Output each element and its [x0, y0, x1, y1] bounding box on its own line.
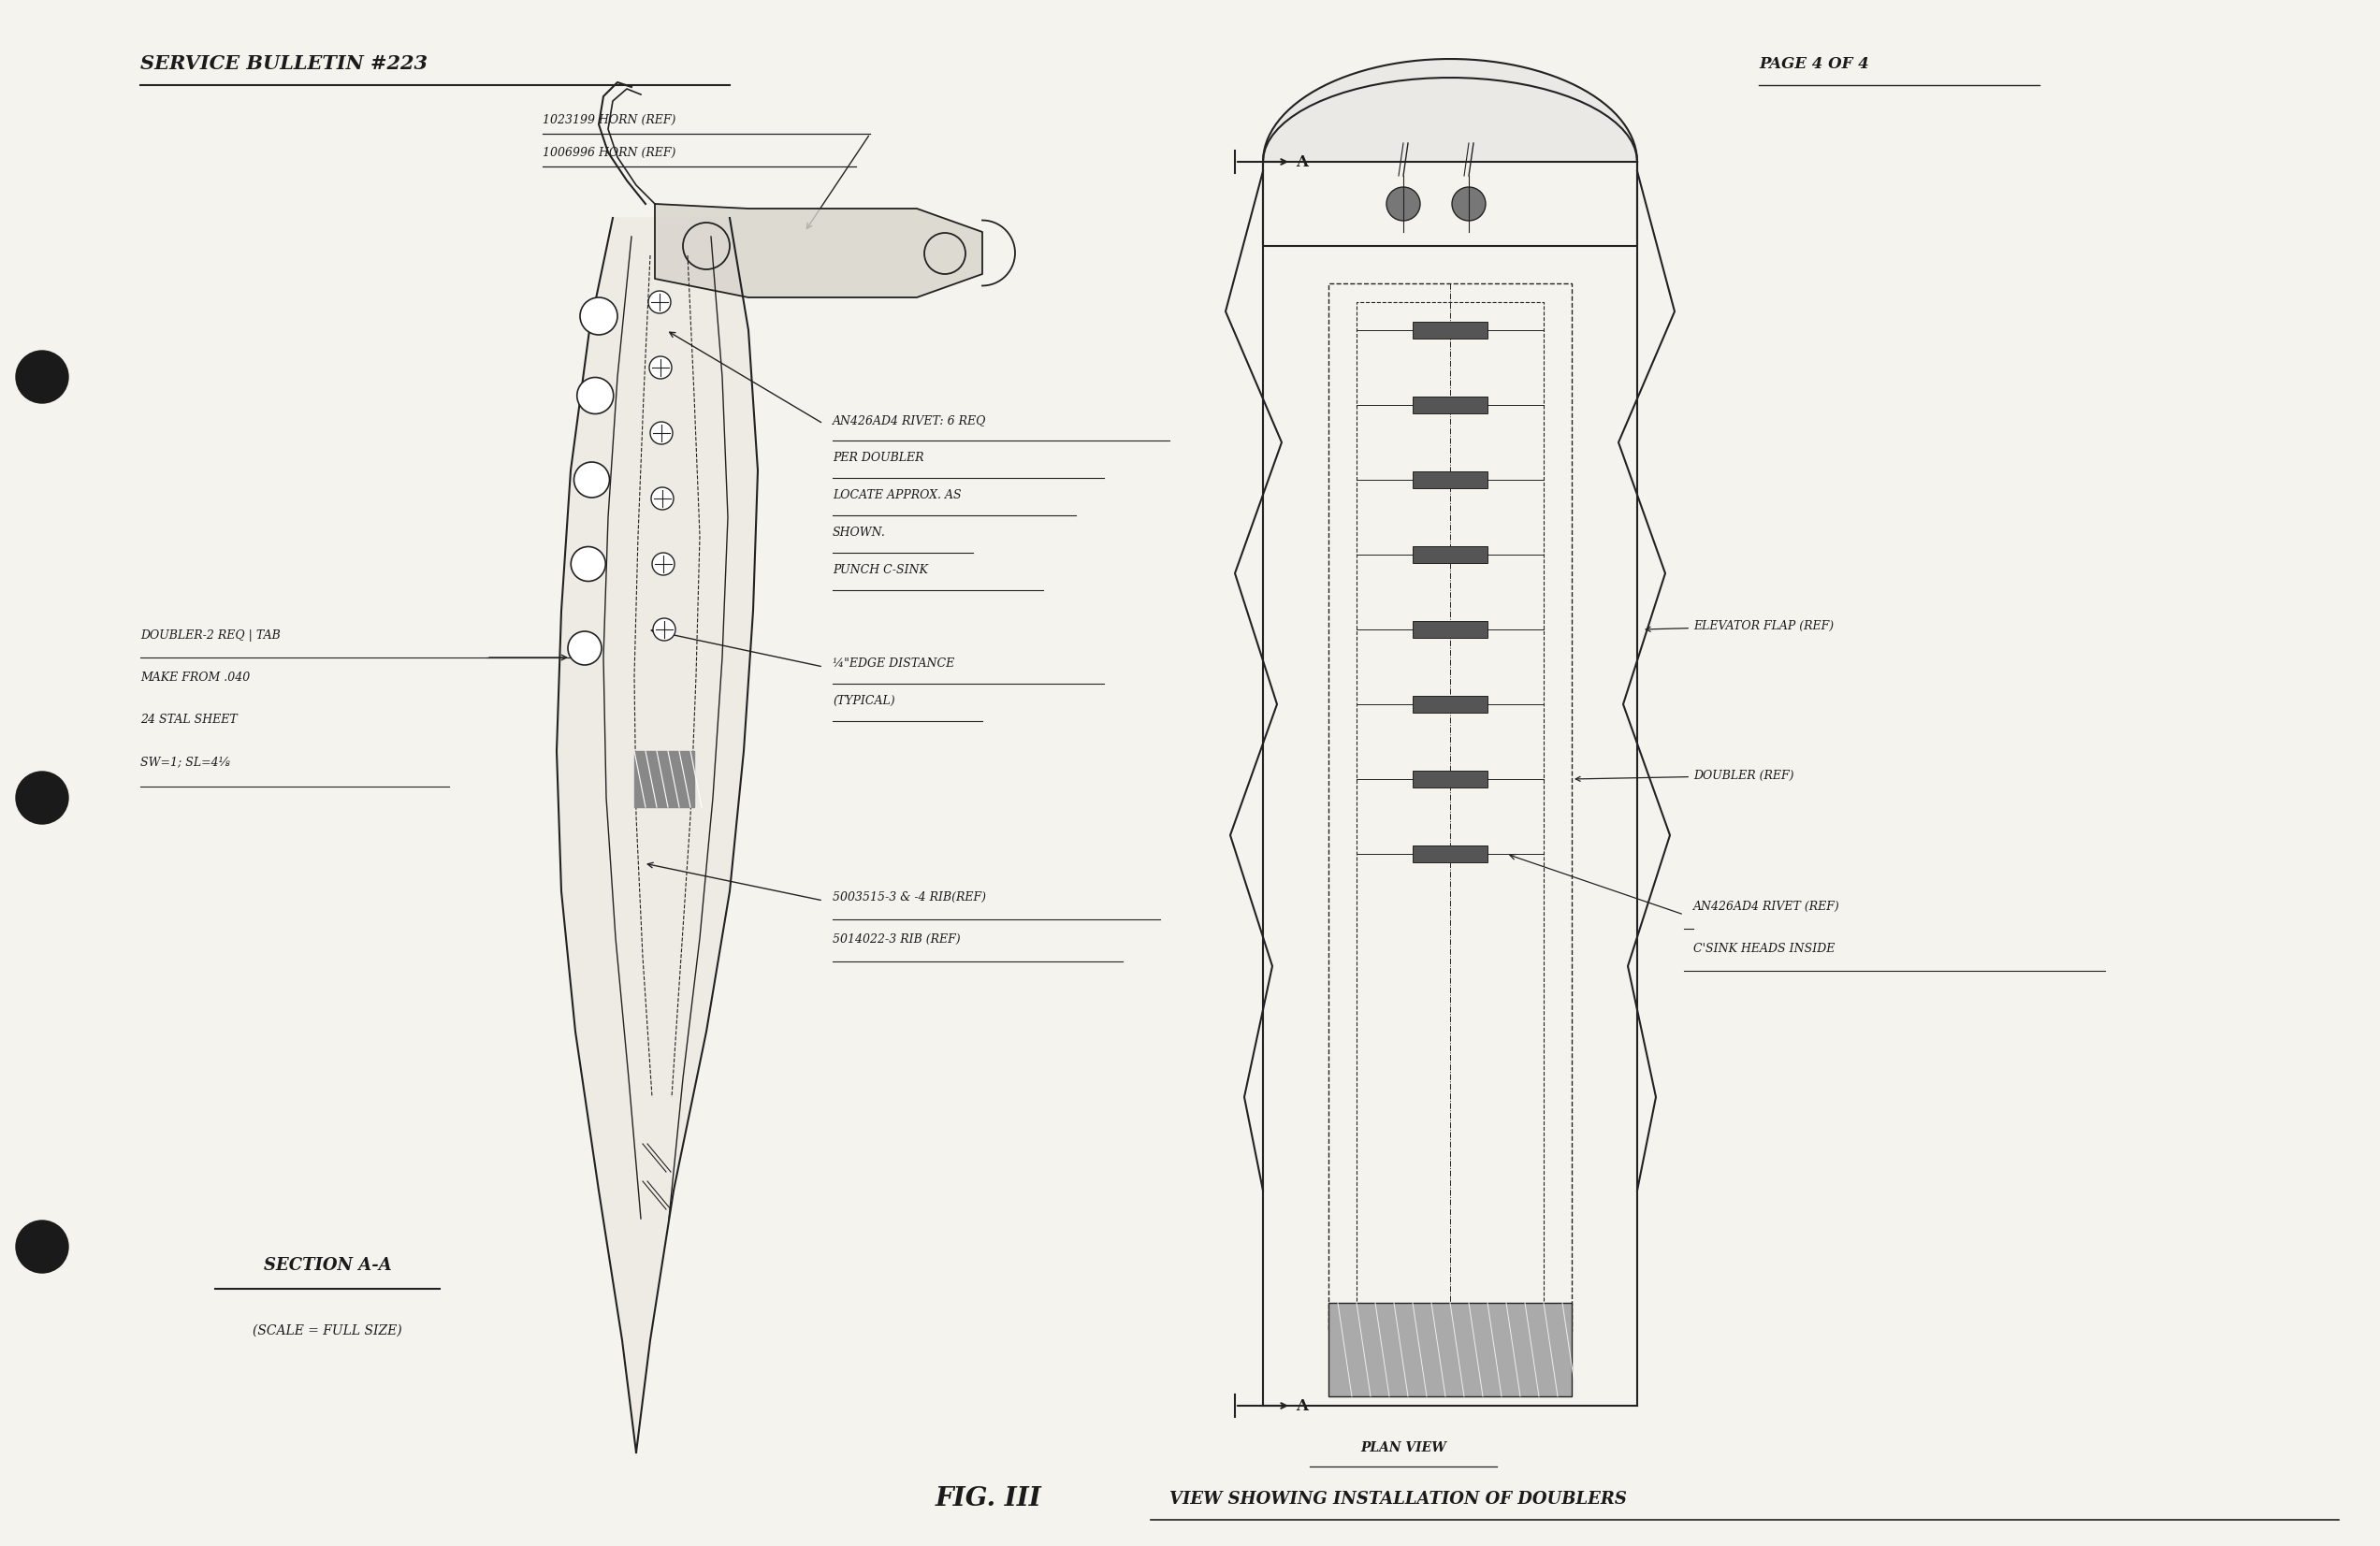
Bar: [1414, 770, 1488, 787]
Text: SECTION A-A: SECTION A-A: [264, 1257, 390, 1274]
Text: 1006996 HORN (REF): 1006996 HORN (REF): [543, 147, 676, 159]
Circle shape: [647, 291, 671, 314]
Text: SERVICE BULLETIN #223: SERVICE BULLETIN #223: [140, 54, 428, 73]
Text: SHOWN.: SHOWN.: [833, 527, 885, 538]
Text: 5014022-3 RIB (REF): 5014022-3 RIB (REF): [833, 934, 962, 946]
Text: DOUBLER-2 REQ | TAB: DOUBLER-2 REQ | TAB: [140, 629, 281, 642]
Bar: [1328, 1303, 1571, 1396]
Text: C'SINK HEADS INSIDE: C'SINK HEADS INSIDE: [1692, 943, 1835, 955]
Text: SW=1; SL=4⅛: SW=1; SL=4⅛: [140, 756, 231, 768]
Bar: [1414, 322, 1488, 339]
Circle shape: [1452, 187, 1485, 221]
Circle shape: [581, 297, 616, 335]
Text: 1023199 HORN (REF): 1023199 HORN (REF): [543, 114, 676, 125]
Text: LOCATE APPROX. AS: LOCATE APPROX. AS: [833, 489, 962, 501]
Text: AN426AD4 RIVET: 6 REQ: AN426AD4 RIVET: 6 REQ: [833, 414, 985, 427]
Circle shape: [650, 422, 674, 444]
Text: ELEVATOR FLAP (REF): ELEVATOR FLAP (REF): [1647, 620, 1833, 632]
Circle shape: [17, 771, 69, 824]
Text: A: A: [1295, 1398, 1309, 1413]
Text: A: A: [1295, 155, 1309, 170]
Text: PUNCH C-SINK: PUNCH C-SINK: [833, 564, 928, 577]
Bar: [1414, 472, 1488, 489]
Circle shape: [652, 618, 676, 640]
Circle shape: [574, 462, 609, 498]
Text: FIG. III: FIG. III: [935, 1487, 1042, 1512]
Text: (TYPICAL): (TYPICAL): [833, 694, 895, 707]
Bar: [1414, 696, 1488, 713]
Text: VIEW SHOWING INSTALLATION OF DOUBLERS: VIEW SHOWING INSTALLATION OF DOUBLERS: [1169, 1490, 1628, 1507]
Bar: [1414, 846, 1488, 863]
Text: PLAN VIEW: PLAN VIEW: [1361, 1441, 1447, 1455]
Circle shape: [17, 351, 69, 404]
Text: MAKE FROM .040: MAKE FROM .040: [140, 671, 250, 683]
Text: DOUBLER (REF): DOUBLER (REF): [1576, 770, 1795, 782]
Text: PAGE 4 OF 4: PAGE 4 OF 4: [1759, 56, 1868, 71]
Text: ¼"EDGE DISTANCE: ¼"EDGE DISTANCE: [833, 657, 954, 669]
Text: 24 STAL SHEET: 24 STAL SHEET: [140, 714, 238, 725]
Polygon shape: [635, 751, 695, 807]
Bar: [1414, 621, 1488, 638]
Circle shape: [571, 547, 605, 581]
Circle shape: [1388, 187, 1421, 221]
Circle shape: [569, 631, 602, 665]
Circle shape: [17, 1220, 69, 1272]
Circle shape: [650, 356, 671, 379]
Polygon shape: [557, 218, 757, 1453]
Text: AN426AD4 RIVET (REF): AN426AD4 RIVET (REF): [1692, 901, 1840, 912]
Circle shape: [652, 553, 674, 575]
Polygon shape: [654, 204, 983, 297]
Bar: [1414, 546, 1488, 563]
Text: PER DOUBLER: PER DOUBLER: [833, 451, 923, 464]
Bar: [1414, 397, 1488, 413]
Circle shape: [576, 377, 614, 414]
Text: (SCALE = FULL SIZE): (SCALE = FULL SIZE): [252, 1325, 402, 1337]
Text: 5003515-3 & -4 RIB(REF): 5003515-3 & -4 RIB(REF): [833, 892, 985, 903]
Circle shape: [652, 487, 674, 510]
